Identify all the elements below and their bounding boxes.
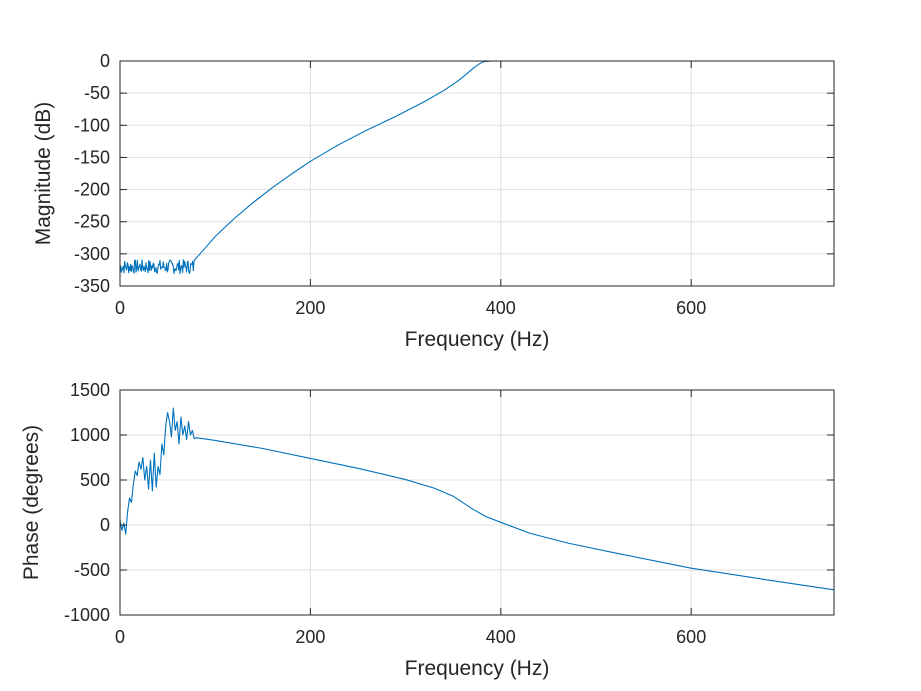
phase-series-line <box>119 407 835 591</box>
magnitude-y-tick-label: -200 <box>74 180 110 200</box>
phase-plot-area <box>120 390 834 615</box>
phase-x-tick-label: 400 <box>486 627 516 647</box>
phase-ticks: 0 200 400 600 1500 1000 500 0 -500 -1000 <box>64 380 834 647</box>
phase-x-tick-label: 0 <box>115 627 125 647</box>
magnitude-x-tick-label: 0 <box>115 298 125 318</box>
magnitude-plot: 0 200 400 600 0 -50 -100 -150 -200 -250 -300 -350 F… <box>32 51 835 351</box>
magnitude-y-axis-label: Magnitude (dB) <box>32 102 55 246</box>
magnitude-x-axis-label: Frequency (Hz) <box>405 328 550 351</box>
magnitude-y-tick-label: -150 <box>74 147 110 167</box>
magnitude-x-tick-label: 400 <box>486 298 516 318</box>
magnitude-y-tick-label: -100 <box>74 115 110 135</box>
phase-y-axis-label: Phase (degrees) <box>20 425 43 580</box>
magnitude-grid <box>120 61 834 286</box>
magnitude-plot-area <box>120 61 834 286</box>
magnitude-y-tick-label: -350 <box>74 276 110 296</box>
magnitude-y-tick-label: -250 <box>74 212 110 232</box>
phase-axes-frame <box>119 389 835 616</box>
phase-plot: 0 200 400 600 1500 1000 500 0 -500 -1000 Frequenc… <box>20 380 835 680</box>
phase-y-tick-label: 0 <box>100 515 110 535</box>
phase-y-tick-label: -500 <box>74 560 110 580</box>
magnitude-x-tick-label: 200 <box>295 298 325 318</box>
phase-series-layer <box>119 407 835 591</box>
magnitude-series-layer <box>119 60 834 275</box>
phase-y-tick-label: 1000 <box>70 425 110 445</box>
phase-y-tick-label: 500 <box>80 470 110 490</box>
magnitude-y-tick-label: -50 <box>84 83 110 103</box>
phase-grid <box>120 390 834 615</box>
magnitude-axes-frame <box>119 60 835 287</box>
phase-x-axis-label: Frequency (Hz) <box>405 657 550 680</box>
magnitude-y-tick-label: -300 <box>74 244 110 264</box>
magnitude-x-tick-label: 600 <box>676 298 706 318</box>
magnitude-series-line <box>119 60 834 275</box>
phase-x-tick-label: 200 <box>295 627 325 647</box>
phase-y-tick-label: 1500 <box>70 380 110 400</box>
phase-x-tick-label: 600 <box>676 627 706 647</box>
magnitude-y-tick-label: 0 <box>100 51 110 71</box>
magnitude-ticks: 0 200 400 600 0 -50 -100 -150 -200 -250 -300 -350 <box>74 51 834 318</box>
phase-y-tick-label: -1000 <box>64 605 110 625</box>
